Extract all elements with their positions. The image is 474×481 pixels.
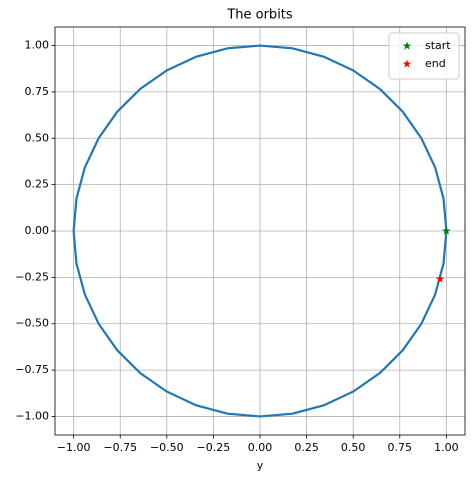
y-tick-label: −0.75 [15,363,49,376]
y-tick-label: 0.75 [25,85,50,98]
x-tick-label: −0.50 [150,441,184,454]
x-tick-label: 0.75 [388,441,413,454]
y-tick-label: 0.00 [25,224,50,237]
x-tick-label: 0.50 [341,441,366,454]
legend-marker [402,41,412,50]
x-tick-label: 1.00 [434,441,459,454]
axes-frame [54,26,466,436]
x-tick-label: −0.25 [197,441,231,454]
legend-label: end [425,57,446,70]
y-tick-label: 1.00 [25,39,50,52]
chart-title: The orbits [226,8,293,23]
y-tick-label: −1.00 [15,409,49,422]
x-tick-label: −1.00 [57,441,91,454]
legend-label: start [425,39,451,52]
y-tick-label: 0.50 [25,131,50,144]
x-tick-label: −0.75 [103,441,137,454]
star-marker [435,274,445,283]
orbit-line [72,44,448,418]
y-tick-label: 0.25 [25,178,50,191]
legend-marker [402,59,412,68]
x-tick-label: 0.25 [294,441,319,454]
y-tick-label: −0.50 [15,317,49,330]
x-tick-label: 0.00 [248,441,273,454]
x-axis-label: y [257,459,264,472]
y-tick-label: −0.25 [15,270,49,283]
star-marker [442,226,451,235]
